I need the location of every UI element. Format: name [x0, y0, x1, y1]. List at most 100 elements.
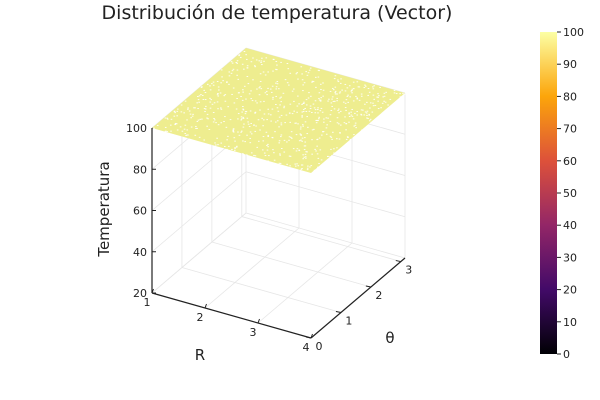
surface-mesh-gap: [289, 121, 292, 123]
surface-mesh-gap: [286, 82, 289, 84]
surface-mesh-gap: [284, 122, 286, 124]
surface-mesh-gap: [267, 135, 270, 137]
surface-mesh-gap: [311, 81, 313, 83]
surface-mesh-gap: [353, 125, 356, 127]
surface-mesh-gap: [288, 139, 290, 141]
surface-mesh-gap: [294, 163, 297, 165]
surface-mesh-gap: [263, 113, 266, 115]
surface-mesh-gap: [239, 56, 242, 58]
surface-mesh-gap: [294, 122, 297, 124]
surface-mesh-gap: [289, 72, 292, 74]
surface-mesh-gap: [220, 82, 222, 84]
surface-mesh-gap: [220, 107, 222, 109]
surface-mesh-gap: [317, 69, 320, 71]
surface-mesh-gap: [280, 96, 283, 98]
surface-mesh-gap: [243, 68, 245, 70]
surface-mesh-gap: [301, 124, 304, 126]
surface-mesh-gap: [217, 124, 220, 126]
surface-mesh-gap: [334, 86, 337, 88]
surface-mesh-gap: [275, 86, 278, 88]
surface-mesh-gap: [244, 141, 246, 143]
surface-mesh-gap: [202, 98, 205, 100]
surface-mesh-gap: [278, 116, 281, 118]
surface-mesh-gap: [364, 111, 367, 113]
surface-mesh-gap: [358, 99, 361, 101]
surface-mesh-gap: [243, 50, 246, 52]
surface-mesh-gap: [280, 114, 283, 116]
surface-mesh-gap: [337, 109, 339, 111]
surface-mesh-gap: [242, 89, 244, 91]
surface-mesh-gap: [276, 120, 279, 122]
surface-mesh-gap: [197, 95, 199, 97]
surface-mesh-gap: [334, 92, 337, 94]
surface-mesh-gap: [220, 142, 223, 144]
surface-mesh-gap: [175, 123, 178, 125]
surface-mesh-gap: [348, 113, 350, 115]
surface-mesh-gap: [365, 112, 368, 114]
surface-mesh-gap: [193, 107, 195, 109]
surface-mesh-gap: [302, 84, 304, 86]
surface-mesh-gap: [245, 98, 247, 100]
surface-mesh-gap: [275, 68, 277, 70]
surface-mesh-gap: [259, 80, 262, 82]
surface-mesh-gap: [223, 95, 226, 97]
surface-mesh-gap: [186, 134, 188, 136]
surface-mesh-gap: [367, 94, 369, 96]
surface-mesh-gap: [264, 74, 267, 76]
surface-mesh-gap: [358, 86, 361, 88]
surface-mesh-gap: [316, 109, 319, 111]
surface-mesh-gap: [258, 87, 261, 89]
surface-mesh-gap: [261, 117, 263, 119]
surface-mesh-gap: [317, 107, 319, 109]
surface-plane: [152, 48, 405, 173]
surface-mesh-gap: [342, 101, 345, 103]
surface-mesh-gap: [366, 110, 369, 112]
surface-mesh-gap: [317, 166, 319, 168]
surface-mesh-gap: [280, 124, 283, 126]
surface-mesh-gap: [173, 115, 176, 117]
surface-mesh-gap: [302, 111, 305, 113]
surface-mesh-gap: [280, 61, 282, 63]
surface-mesh-gap: [233, 149, 236, 151]
surface-mesh-gap: [382, 96, 384, 98]
surface-mesh-gap: [240, 119, 243, 121]
surface-mesh-gap: [300, 66, 303, 68]
y-tick-label: 2: [375, 289, 382, 302]
surface-mesh-gap: [329, 120, 332, 122]
surface-mesh-gap: [183, 112, 185, 114]
surface-mesh-gap: [378, 95, 380, 97]
surface-mesh-gap: [240, 116, 243, 118]
surface-mesh-gap: [251, 100, 254, 102]
surface-mesh-gap: [303, 101, 305, 103]
surface-mesh-gap: [306, 116, 308, 118]
surface-mesh-gap: [302, 109, 305, 111]
surface-mesh-gap: [217, 86, 220, 88]
surface-mesh-gap: [319, 99, 322, 101]
surface-mesh-gap: [272, 58, 275, 60]
surface-mesh-gap: [174, 124, 177, 126]
surface-mesh-gap: [372, 94, 375, 96]
surface-mesh-gap: [331, 87, 334, 89]
surface-mesh-gap: [298, 149, 300, 151]
surface-mesh-gap: [294, 165, 297, 167]
surface-mesh-gap: [194, 134, 197, 136]
surface-mesh-gap: [329, 90, 332, 92]
chart-title: Distribución de temperatura (Vector): [102, 2, 453, 24]
surface-mesh-gap: [318, 116, 321, 118]
surface-mesh-gap: [235, 108, 238, 110]
surface-mesh-gap: [336, 147, 338, 149]
surface-mesh-gap: [275, 60, 278, 62]
surface-mesh-gap: [309, 67, 312, 69]
surface-mesh-gap: [344, 90, 347, 92]
surface-mesh-gap: [352, 81, 355, 83]
surface-mesh-gap: [288, 136, 291, 138]
surface-mesh-gap: [325, 133, 328, 135]
surface-mesh-gap: [176, 115, 178, 117]
surface-mesh-gap: [231, 70, 234, 72]
surface-mesh-gap: [299, 128, 302, 130]
surface-mesh-gap: [380, 107, 382, 109]
surface-mesh-gap: [321, 111, 324, 113]
surface-mesh-gap: [227, 145, 230, 147]
surface-mesh-gap: [283, 139, 286, 141]
surface-mesh-gap: [226, 81, 228, 83]
